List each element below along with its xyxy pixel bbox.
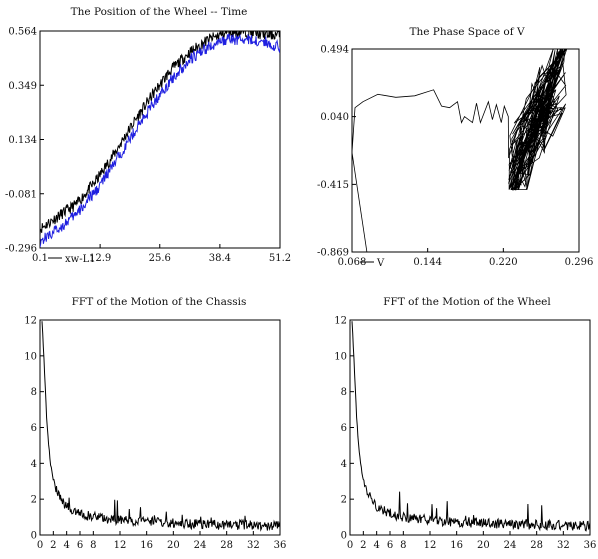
- series-line-black: [40, 31, 280, 235]
- x-tick-label: 24: [504, 540, 517, 551]
- y-tick-label: -0.296: [5, 244, 37, 255]
- phase-trajectory: [352, 49, 568, 252]
- chart-title: FFT of the Motion of the Wheel: [383, 296, 551, 308]
- x-axis-label: V: [376, 258, 385, 269]
- plot-frame: [349, 319, 591, 536]
- x-tick-label: 36: [274, 540, 287, 551]
- x-tick-label: 8: [90, 540, 96, 551]
- x-tick-label: 20: [477, 540, 490, 551]
- x-tick-label: 0: [37, 540, 43, 551]
- chart-title: The Position of the Wheel -- Time: [71, 6, 248, 18]
- y-tick-label: 0.494: [320, 45, 349, 56]
- y-tick-label: 4: [341, 459, 347, 470]
- x-tick-label: 12: [424, 540, 437, 551]
- chassis-fft-chart: FFT of the Motion of the Chassis 0246810…: [24, 296, 286, 551]
- y-tick-label: 0: [31, 531, 37, 542]
- y-tick-label: 0.134: [8, 135, 37, 146]
- x-tick-label: 32: [557, 540, 570, 551]
- x-tick-label: 0: [347, 540, 353, 551]
- x-tick-label: 4: [63, 540, 69, 551]
- y-tick-label: 2: [31, 495, 37, 506]
- plot-area: [351, 321, 590, 532]
- x-tick-label: 38.4: [209, 253, 231, 264]
- y-tick-label: 6: [31, 423, 37, 434]
- y-tick-label: 12: [334, 316, 347, 327]
- x-tick-label: 0.144: [413, 257, 442, 268]
- x-tick-label: 36: [584, 540, 597, 551]
- series-line-blue: [40, 33, 280, 248]
- x-axis-label: xw-L1: [65, 254, 96, 265]
- x-tick-label: 2: [50, 540, 56, 551]
- x-tick-label: 28: [530, 540, 543, 551]
- x-tick-label: 0.296: [565, 257, 594, 268]
- wheel-position-chart: The Position of the Wheel -- Time 0.564 0…: [5, 6, 291, 265]
- y-tick-label: 10: [24, 351, 37, 362]
- phase-space-chart: The Phase Space of V 0.494 0.040 -0.415 -0.…: [317, 26, 593, 269]
- y-tick-label: 8: [31, 387, 37, 398]
- y-tick-label: 8: [341, 387, 347, 398]
- x-tick-label: 24: [194, 540, 207, 551]
- x-tick-label: 4: [373, 540, 379, 551]
- x-tick-label: 8: [400, 540, 406, 551]
- plot-area: [352, 49, 568, 252]
- x-tick-label: 16: [140, 540, 153, 551]
- spectrum-line: [41, 321, 280, 532]
- wheel-fft-chart: FFT of the Motion of the Wheel 024681012…: [334, 296, 596, 551]
- x-tick-label: 0.068: [338, 257, 367, 268]
- y-tick-label: 0.040: [320, 112, 349, 123]
- x-tick-label: 20: [167, 540, 180, 551]
- chart-title: FFT of the Motion of the Chassis: [72, 296, 247, 308]
- y-tick-label: 0.349: [8, 81, 37, 92]
- x-tick-label: 6: [387, 540, 393, 551]
- y-tick-label: 12: [24, 316, 37, 327]
- y-tick-label: 10: [334, 351, 347, 362]
- y-tick-label: 0.564: [8, 27, 37, 38]
- spectrum-line: [351, 321, 590, 532]
- y-tick-label: 4: [31, 459, 37, 470]
- y-tick-label: 6: [341, 423, 347, 434]
- x-tick-label: 16: [450, 540, 463, 551]
- plot-frame: [39, 319, 281, 536]
- x-tick-label: 6: [77, 540, 83, 551]
- plot-area: [40, 31, 280, 248]
- chart-title: The Phase Space of V: [409, 26, 524, 38]
- x-tick-label: 51.2: [269, 253, 291, 264]
- y-tick-label: 0: [341, 531, 347, 542]
- y-tick-label: -0.869: [317, 248, 349, 259]
- x-tick-label: 25.6: [149, 253, 171, 264]
- x-tick-label: 12.9: [89, 253, 111, 264]
- plot-area: [41, 321, 280, 532]
- y-tick-label: 2: [341, 495, 347, 506]
- x-tick-label: 32: [247, 540, 260, 551]
- y-tick-label: -0.415: [317, 180, 349, 191]
- x-tick-label: 12: [114, 540, 127, 551]
- x-tick-label: 28: [220, 540, 233, 551]
- x-tick-label: 0.1: [32, 253, 48, 264]
- x-tick-label: 2: [360, 540, 366, 551]
- y-tick-label: -0.081: [5, 189, 37, 200]
- x-tick-label: 0.220: [489, 257, 518, 268]
